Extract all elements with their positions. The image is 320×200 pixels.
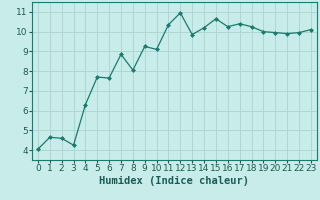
X-axis label: Humidex (Indice chaleur): Humidex (Indice chaleur) xyxy=(100,176,249,186)
